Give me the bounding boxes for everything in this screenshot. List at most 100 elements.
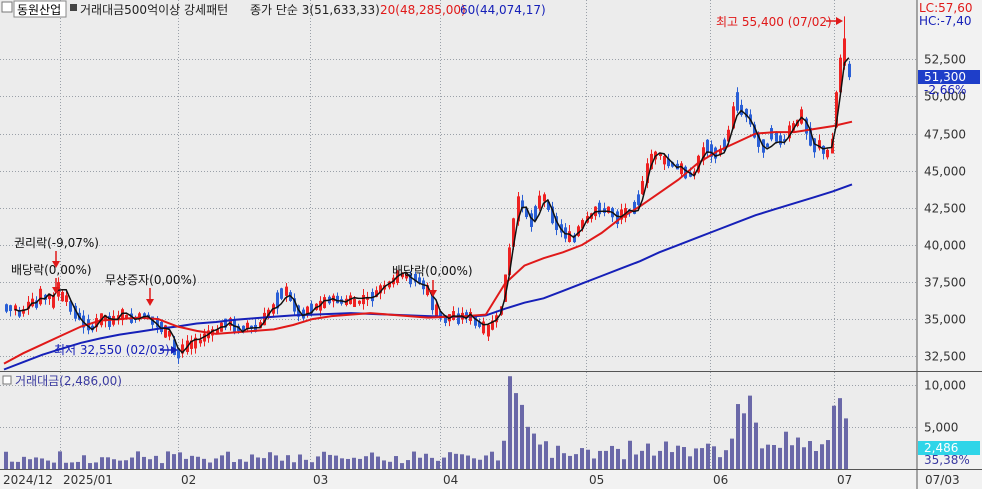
- stock-name-box[interactable]: [13, 0, 67, 18]
- candle-body: [65, 295, 68, 302]
- candle-body: [5, 304, 8, 312]
- candle-body: [577, 226, 580, 237]
- volume-bar: [58, 451, 62, 469]
- candle-body: [508, 247, 511, 276]
- dividend-annotation-2: 배당락(0,00%): [392, 264, 473, 278]
- volume-bar: [148, 459, 152, 469]
- candle-body: [530, 213, 533, 227]
- candle-body: [91, 325, 94, 331]
- volume-bar: [334, 455, 338, 469]
- candle-body: [839, 57, 842, 93]
- candle-body: [680, 163, 683, 175]
- candle-body: [401, 273, 404, 278]
- volume-bar: [250, 454, 254, 469]
- volume-bar: [298, 454, 302, 469]
- ma60-line: [3, 183, 853, 371]
- candle-body: [405, 273, 408, 279]
- current-volume: 2,486: [924, 441, 958, 455]
- volume-bar: [514, 393, 518, 469]
- candle-body: [538, 195, 541, 209]
- candle-body: [362, 294, 365, 305]
- candle-body: [366, 297, 369, 300]
- volume-bar: [754, 422, 758, 469]
- ma20-label[interactable]: 20(48,285,00): [380, 3, 466, 17]
- volume-checkbox-icon[interactable]: [2, 375, 12, 385]
- candle-body: [435, 304, 438, 317]
- volume-bar: [76, 461, 80, 469]
- candle-body: [48, 293, 51, 300]
- volume-bar: [814, 451, 818, 469]
- candle-body: [190, 340, 193, 349]
- volume-bar: [274, 455, 278, 469]
- candle-body: [138, 313, 141, 320]
- candle-body: [723, 139, 726, 151]
- volume-bar: [622, 459, 626, 469]
- close-ma-label[interactable]: 종가 단순 3(51,633,33): [250, 3, 380, 17]
- volume-pct: 35,38%: [924, 453, 970, 467]
- date-labels: 2024/12 2025/01 02 03 04 05 06 07 07/03: [3, 473, 960, 487]
- volume-title[interactable]: 거래대금(2,486,00): [15, 374, 122, 388]
- volume-bar: [124, 460, 128, 469]
- volume-panel[interactable]: [0, 372, 917, 469]
- date-label: 2025/01: [63, 473, 113, 487]
- volume-bar: [802, 447, 806, 469]
- candle-body: [564, 227, 567, 239]
- volume-bar: [466, 455, 470, 469]
- price-tick-label: 35,000: [924, 313, 966, 327]
- candle-body: [706, 139, 709, 153]
- volume-bar: [460, 454, 464, 469]
- volume-bar: [808, 441, 812, 469]
- condition-label[interactable]: 거래대금500억이상 강세패턴: [80, 3, 228, 17]
- candle-body: [168, 330, 171, 337]
- volume-bar: [286, 455, 290, 469]
- candle-body: [18, 309, 21, 317]
- volume-bar: [586, 449, 590, 469]
- candle-body: [280, 288, 283, 299]
- candle-body: [293, 298, 296, 312]
- volume-bar: [766, 444, 770, 469]
- volume-bar: [322, 451, 326, 469]
- stock-name[interactable]: 동원산업: [17, 3, 61, 17]
- high-annotation: 최고 55,400 (07/02): [716, 15, 832, 29]
- ma60-label[interactable]: 60(44,074,17): [460, 3, 546, 17]
- candle-body: [504, 274, 507, 302]
- candle-body: [69, 301, 72, 312]
- volume-bar: [214, 458, 218, 469]
- volume-bar: [358, 458, 362, 469]
- candle-body: [52, 295, 55, 308]
- candle-body: [555, 216, 558, 230]
- volume-tick-label: 5,000: [924, 421, 958, 435]
- volume-bar: [508, 376, 512, 469]
- volume-tick-labels: 10,000 5,000: [924, 379, 966, 435]
- volume-bar: [190, 455, 194, 469]
- volume-bar: [550, 457, 554, 469]
- volume-bar: [16, 461, 20, 469]
- volume-bar: [406, 460, 410, 469]
- price-tick-label: 40,000: [924, 239, 966, 253]
- volume-bar: [88, 463, 92, 469]
- candle-body: [285, 286, 288, 296]
- candle-body: [813, 138, 816, 153]
- volume-bar: [280, 460, 284, 469]
- volume-bar: [760, 448, 764, 469]
- volume-bar: [640, 450, 644, 469]
- price-tick-label: 47,500: [924, 128, 966, 142]
- candle-body: [620, 209, 623, 220]
- volume-bar: [496, 460, 500, 469]
- candle-body: [534, 206, 537, 221]
- volume-bar: [778, 447, 782, 469]
- candle-body: [61, 291, 64, 302]
- volume-bar: [652, 455, 656, 469]
- volume-bar: [700, 448, 704, 469]
- volume-tick-label: 10,000: [924, 379, 966, 393]
- price-tick-label: 37,500: [924, 276, 966, 290]
- volume-bar: [562, 453, 566, 469]
- volume-bar: [490, 451, 494, 469]
- candle-body: [775, 131, 778, 142]
- legend-checkbox-icon[interactable]: [1, 1, 13, 13]
- candle-body: [753, 124, 756, 138]
- candle-body: [418, 277, 421, 284]
- candle-body: [160, 321, 163, 333]
- candle-body: [547, 201, 550, 210]
